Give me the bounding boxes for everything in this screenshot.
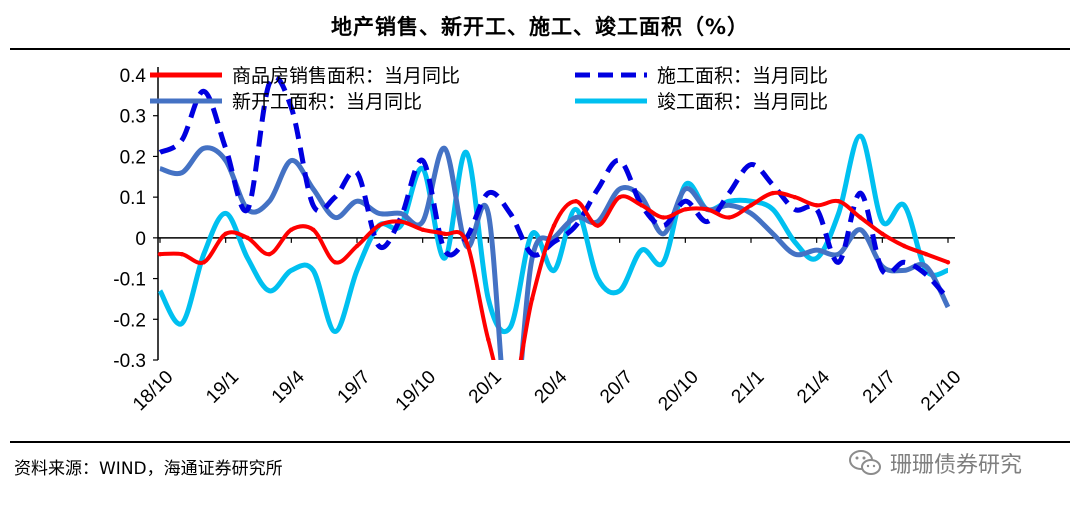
series-point xyxy=(398,219,403,224)
series-point xyxy=(792,194,797,200)
legend-label: 施工面积：当月同比 xyxy=(657,65,828,87)
series-point xyxy=(486,337,491,342)
x-tick-label: 19/1 xyxy=(202,367,243,408)
legend-label: 新开工面积：当月同比 xyxy=(232,91,422,113)
x-tick-label: 19/10 xyxy=(392,367,440,415)
series-point xyxy=(420,227,425,232)
series-point xyxy=(332,260,338,265)
y-tick-label: 0.3 xyxy=(120,107,146,128)
chart-plot: -0.3 -0.2 -0.1 0 0.1 0.2 0.3 0.4 18/10 19/1 19/4 19… xyxy=(113,65,965,415)
series-point xyxy=(464,239,469,245)
series-point xyxy=(311,227,316,232)
series-point xyxy=(529,296,535,302)
legend-label: 商品房销售面积：当月同比 xyxy=(232,65,460,87)
y-tick-label: 0.2 xyxy=(120,147,146,168)
chart-title-bar: 地产销售、新开工、施工、竣工面积（%） xyxy=(10,4,1070,50)
y-tick-label: -0.2 xyxy=(113,310,146,331)
series-point xyxy=(902,243,907,249)
y-tick-label: 0.4 xyxy=(120,66,147,87)
series-point xyxy=(551,223,557,228)
x-tick-label: 20/10 xyxy=(654,367,702,415)
x-tick-label: 21/10 xyxy=(917,367,965,415)
x-tick-label: 21/1 xyxy=(728,367,769,408)
x-tick-label: 20/7 xyxy=(596,367,637,408)
x-tick-label: 20/4 xyxy=(531,366,572,407)
series-point xyxy=(223,231,228,236)
series-point xyxy=(880,231,885,236)
series-point xyxy=(157,251,163,257)
series-point xyxy=(289,227,294,232)
series-point xyxy=(201,260,206,265)
series-point xyxy=(376,223,382,228)
series-point xyxy=(683,207,688,212)
series-point xyxy=(705,207,710,212)
series-point xyxy=(726,215,732,220)
watermark: 珊珊债券研究 xyxy=(848,443,1022,483)
series-point xyxy=(858,215,863,220)
wechat-icon xyxy=(849,450,881,475)
y-tick-label: -0.1 xyxy=(113,270,146,291)
series-line xyxy=(158,133,949,335)
x-tick-label: 21/4 xyxy=(793,366,834,407)
series-point xyxy=(442,231,447,236)
y-tick-label: -0.3 xyxy=(113,351,146,372)
legend-label: 竣工面积：当月同比 xyxy=(657,91,828,113)
series-point xyxy=(267,251,272,257)
series-point xyxy=(945,260,951,265)
series-point xyxy=(836,199,841,204)
x-tick-label: 19/7 xyxy=(334,367,375,408)
series-point xyxy=(923,251,929,257)
series-point xyxy=(639,203,644,208)
footer-rule xyxy=(10,441,1070,443)
series-point xyxy=(748,203,754,208)
series-point xyxy=(770,190,776,196)
y-tick-label: 0 xyxy=(135,229,146,250)
series-point xyxy=(179,251,185,257)
x-tick-label: 21/7 xyxy=(859,367,900,408)
series-point xyxy=(595,223,600,228)
watermark-text: 珊珊债券研究 xyxy=(890,453,1023,478)
series-point xyxy=(354,243,360,249)
series-point xyxy=(661,215,666,220)
series-point xyxy=(814,203,819,208)
source-note: 资料来源：WIND，海通证券研究所 xyxy=(14,459,283,479)
chart-title: 地产销售、新开工、施工、竣工面积（%） xyxy=(330,15,750,39)
x-tick-label: 19/4 xyxy=(268,366,309,407)
x-tick-label: 18/10 xyxy=(129,367,177,415)
series-point xyxy=(617,194,622,200)
series-line xyxy=(159,145,951,360)
series-point xyxy=(573,199,579,204)
series-line xyxy=(158,74,950,301)
x-tick-label: 20/1 xyxy=(465,367,506,408)
y-tick-label: 0.1 xyxy=(120,188,146,209)
series-point xyxy=(245,235,250,241)
